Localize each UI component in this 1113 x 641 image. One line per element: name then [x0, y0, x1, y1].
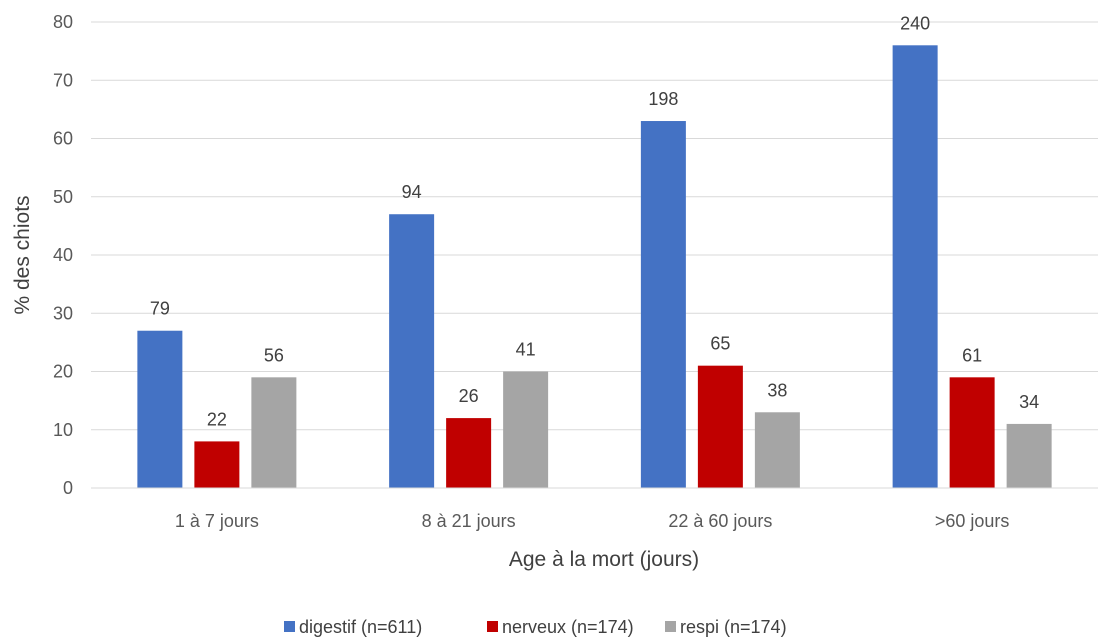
legend: digestif (n=611) nerveux (n=174) respi (n=… [284, 617, 787, 637]
x-tick-label: 8 à 21 jours [422, 511, 516, 531]
legend-swatch [487, 621, 498, 632]
bar-nerveux [949, 377, 995, 488]
data-label: 65 [710, 334, 730, 354]
bar-digestif [137, 330, 183, 488]
y-tick-label: 70 [53, 70, 73, 90]
bar-digestif [640, 121, 686, 489]
y-tick-label: 20 [53, 362, 73, 382]
data-label: 240 [900, 13, 930, 33]
x-tick-label: >60 jours [935, 511, 1010, 531]
y-tick-label: 10 [53, 420, 73, 440]
legend-label: digestif (n=611) [299, 617, 422, 637]
data-label: 41 [516, 340, 536, 360]
bar-respi [1006, 423, 1052, 488]
data-label: 56 [264, 345, 284, 365]
bar-digestif [389, 214, 435, 488]
y-axis-ticks: 0 10 20 30 40 50 60 70 80 [53, 12, 73, 498]
y-axis-title: % des chiots [11, 195, 34, 314]
bar-digestif [892, 45, 938, 489]
bars [137, 45, 1052, 489]
data-label: 22 [207, 409, 227, 429]
legend-label: respi (n=174) [680, 617, 787, 637]
bar-respi [754, 412, 800, 488]
bar-nerveux [697, 365, 743, 488]
bar-nerveux [194, 441, 240, 488]
data-label: 38 [767, 380, 787, 400]
legend-label: nerveux (n=174) [502, 617, 634, 637]
y-tick-label: 80 [53, 12, 73, 32]
bar-nerveux [446, 418, 492, 488]
y-tick-label: 30 [53, 303, 73, 323]
x-axis-ticks: 1 à 7 jours 8 à 21 jours 22 à 60 jours >60 … [175, 511, 1010, 531]
bar-respi [251, 377, 297, 488]
x-tick-label: 1 à 7 jours [175, 511, 259, 531]
data-labels: 79 22 56 94 26 41 198 65 38 240 61 34 [150, 13, 1039, 429]
data-label: 34 [1019, 392, 1039, 412]
data-label: 94 [402, 182, 422, 202]
x-tick-label: 22 à 60 jours [668, 511, 772, 531]
data-label: 61 [962, 345, 982, 365]
x-axis-title: Age à la mort (jours) [509, 548, 699, 571]
y-tick-label: 0 [63, 478, 73, 498]
bar-respi [503, 371, 549, 488]
y-tick-label: 40 [53, 245, 73, 265]
legend-swatch [284, 621, 295, 632]
data-label: 26 [459, 386, 479, 406]
y-tick-label: 50 [53, 187, 73, 207]
data-label: 79 [150, 299, 170, 319]
y-tick-label: 60 [53, 129, 73, 149]
legend-swatch [665, 621, 676, 632]
data-label: 198 [648, 89, 678, 109]
gridlines [91, 21, 1098, 431]
